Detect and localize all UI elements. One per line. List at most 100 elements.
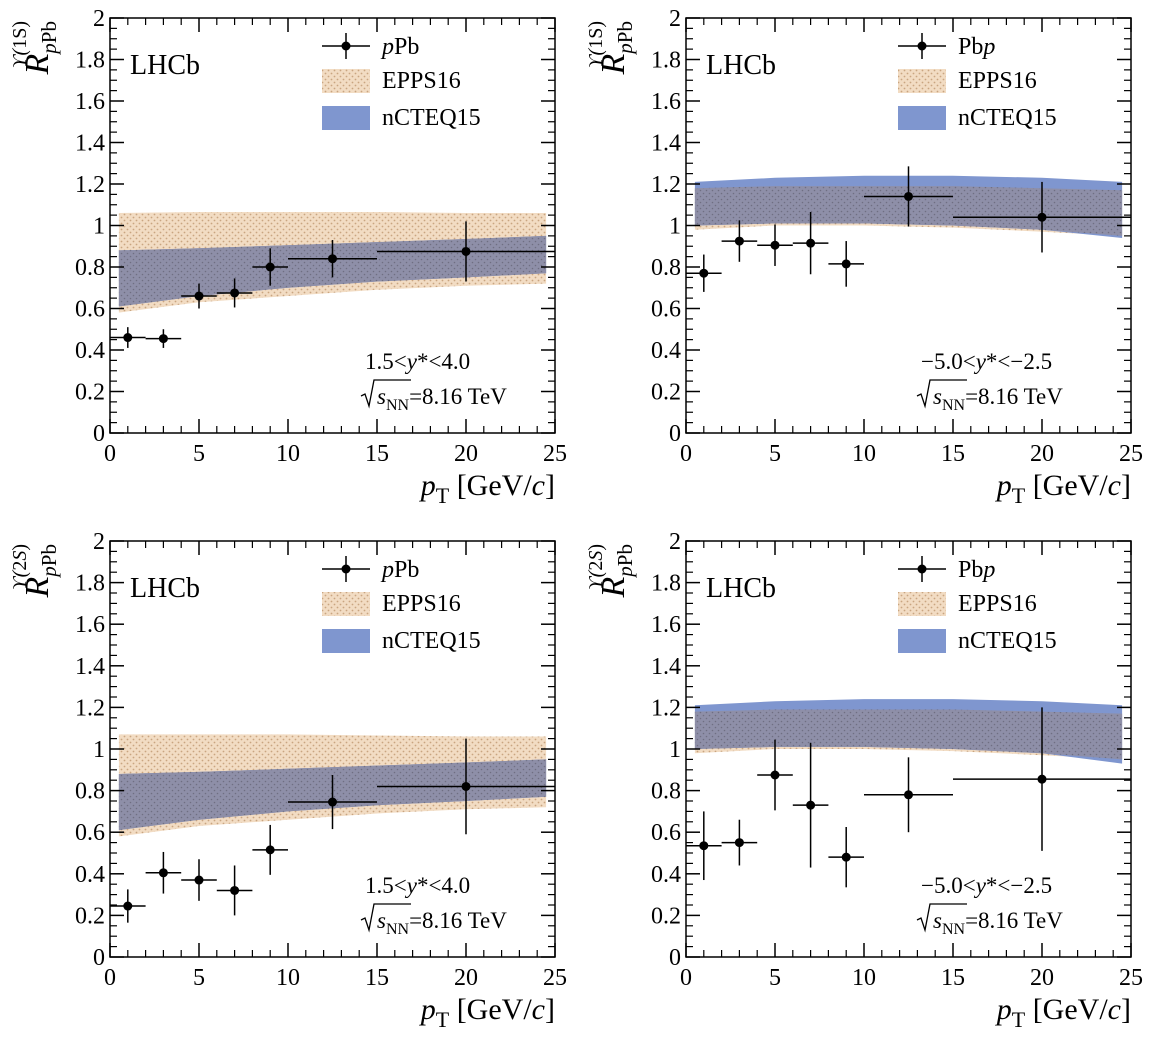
- y-tick-label: 0.8: [651, 255, 681, 281]
- y-tick-label: 1: [93, 737, 105, 763]
- legend-label-epps16: EPPS16: [382, 591, 461, 617]
- x-tick-label: 25: [1119, 441, 1143, 467]
- data-point: [770, 240, 780, 250]
- y-tick-label: 1.2: [651, 172, 681, 198]
- radical-sign-icon: [916, 379, 967, 409]
- x-tick-label: 10: [852, 441, 876, 467]
- legend-swatch-nteq15: [898, 629, 946, 653]
- y-tick-label: 1.6: [75, 612, 105, 638]
- experiment-label: LHCb: [130, 573, 200, 604]
- chart-panel-bottom-left: 0 5 10 15 20 25 0 0.2 0.4 0.6 0.8 1 1.2 1.4 1.6 1.8 2 pT …: [9, 529, 567, 1032]
- y-tick-label: 1.4: [75, 131, 105, 157]
- data-point: [734, 236, 744, 246]
- legend-label-data: pPb: [380, 34, 419, 60]
- legend-label-epps16: EPPS16: [958, 68, 1037, 94]
- data-series-pPb: [110, 221, 555, 348]
- legend-swatch-nteq15: [322, 629, 370, 653]
- data-point: [194, 875, 204, 885]
- y-tick-label: 2: [93, 529, 105, 555]
- radical-sign-icon: [360, 379, 411, 409]
- x-tick-label: 20: [454, 441, 478, 467]
- y-axis-title: RpPb: [19, 544, 61, 598]
- energy-label: sNN=8.16 TeV: [916, 379, 1063, 414]
- legend-swatch-epps16: [898, 69, 946, 93]
- data-point: [230, 885, 240, 895]
- x-tick-label: 5: [193, 965, 205, 991]
- chart-panel-top-left: 0 5 10 15 20 25 0 0.2 0.4 0.6 0.8 1 1.2 1.4 1.6 1.8 2 pT …: [9, 6, 567, 508]
- y-tick-label: 1.2: [651, 695, 681, 721]
- data-series-Pbp: [686, 707, 1131, 888]
- legend-label-nteq15: nCTEQ15: [382, 105, 481, 131]
- legend-marker-dot: [917, 564, 927, 574]
- radical-sign-icon: [916, 903, 967, 933]
- legend-label-epps16: EPPS16: [382, 68, 461, 94]
- y-tick-label: 0.2: [75, 380, 105, 406]
- x-tick-label: 0: [680, 965, 692, 991]
- y-tick-label: 2: [93, 6, 105, 32]
- x-tick-label: 10: [276, 965, 300, 991]
- y-tick-label: 0.6: [651, 820, 681, 846]
- chart-panel-top-right: 0 5 10 15 20 25 0 0.2 0.4 0.6 0.8 1 1.2 1.4 1.6 1.8 2 pT …: [585, 6, 1143, 508]
- energy-label-text: sNN=8.16 TeV: [377, 384, 507, 414]
- y-tick-label: 1.2: [75, 172, 105, 198]
- radical-sign-icon: [360, 903, 411, 933]
- energy-label-text: sNN=8.16 TeV: [933, 384, 1063, 414]
- y-axis-title: RpPb: [595, 21, 637, 75]
- legend-label-epps16: EPPS16: [958, 591, 1037, 617]
- y-tick-label: 2: [669, 529, 681, 555]
- y-tick-label: 0.6: [75, 820, 105, 846]
- x-tick-label: 5: [769, 441, 781, 467]
- y-tick-label: 0: [669, 421, 681, 447]
- data-point: [770, 770, 780, 780]
- y-axis-title: RpPb: [19, 21, 61, 75]
- y-tick-label: 0: [669, 945, 681, 971]
- y-tick-label: 0.4: [651, 338, 681, 364]
- legend: Pbp EPPS16 nCTEQ15: [898, 33, 1057, 131]
- rapidity-range-label: −5.0<y*<−2.5: [921, 873, 1052, 898]
- x-tick-label: 0: [680, 441, 692, 467]
- data-point: [328, 797, 337, 807]
- y-tick-label: 0.4: [75, 338, 105, 364]
- x-tick-label: 5: [769, 965, 781, 991]
- data-point: [328, 254, 337, 264]
- data-point: [841, 259, 851, 269]
- data-point: [841, 852, 851, 862]
- y-tick-label: 0.2: [651, 380, 681, 406]
- energy-label: sNN=8.16 TeV: [360, 379, 507, 414]
- y-tick-label: 1.2: [75, 695, 105, 721]
- legend-label-data: Pbp: [958, 34, 995, 60]
- experiment-label: LHCb: [706, 50, 776, 81]
- y-axis-title-superscript: ϒ(2S): [9, 544, 31, 590]
- y-tick-label: 2: [669, 6, 681, 32]
- x-tick-label: 25: [1119, 965, 1143, 991]
- data-point: [158, 868, 168, 878]
- energy-label: sNN=8.16 TeV: [916, 903, 1063, 938]
- axis-ticks: [685, 17, 1132, 434]
- legend-swatch-nteq15: [322, 106, 370, 130]
- data-point: [1037, 212, 1047, 222]
- energy-label: sNN=8.16 TeV: [360, 903, 507, 938]
- data-point: [194, 291, 204, 301]
- x-axis-title: pT [GeV/c]: [995, 469, 1131, 508]
- data-point: [123, 901, 133, 911]
- rapidity-range-label: 1.5<y*<4.0: [365, 349, 470, 374]
- data-point: [123, 333, 133, 343]
- axis-ticks: [109, 540, 556, 958]
- y-axis-title: RpPb: [595, 544, 637, 598]
- y-axis-title-superscript: ϒ(1S): [585, 21, 607, 68]
- legend: pPb EPPS16 nCTEQ15: [322, 556, 481, 654]
- energy-label-text: sNN=8.16 TeV: [377, 908, 507, 938]
- y-tick-label: 0.8: [75, 255, 105, 281]
- axis-ticks: [109, 17, 556, 434]
- chart-panel-bottom-right: 0 5 10 15 20 25 0 0.2 0.4 0.6 0.8 1 1.2 1.4 1.6 1.8 2 pT …: [585, 529, 1143, 1032]
- overlap-band: [694, 709, 1123, 760]
- y-tick-label: 1.4: [651, 131, 681, 157]
- data-point: [265, 262, 275, 272]
- y-tick-label: 0.8: [651, 779, 681, 805]
- energy-label-text: sNN=8.16 TeV: [933, 908, 1063, 938]
- x-tick-label: 20: [1030, 965, 1054, 991]
- x-axis-title: pT [GeV/c]: [419, 469, 555, 508]
- legend-marker-dot: [341, 41, 351, 51]
- data-series-pPb: [110, 738, 555, 923]
- y-tick-label: 1.6: [75, 89, 105, 115]
